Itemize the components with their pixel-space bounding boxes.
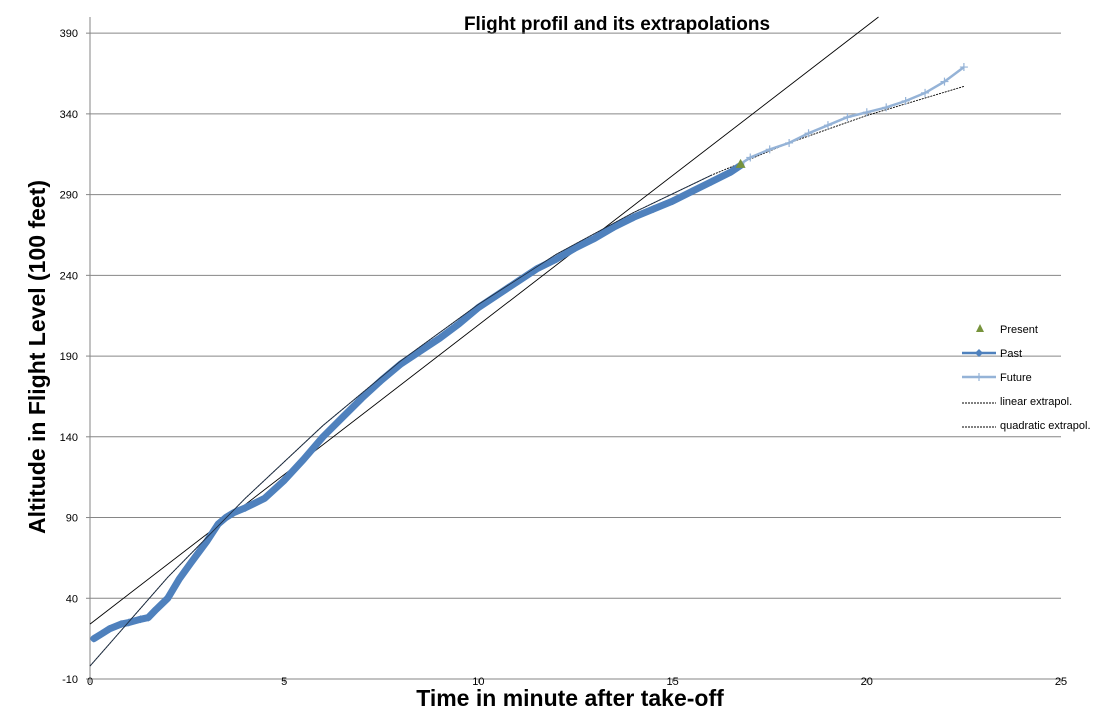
future-point xyxy=(921,88,930,97)
past-point xyxy=(726,168,735,177)
future-series-line xyxy=(739,66,965,165)
future-point xyxy=(746,153,755,162)
y-axis-title: Altitude in Flight Level (100 feet) xyxy=(24,180,50,534)
legend: Present Past Future linear extrapol. quadrat… xyxy=(962,324,1091,432)
future-point xyxy=(843,113,852,122)
past-point xyxy=(513,277,522,286)
past-point xyxy=(357,394,366,403)
legend-item: Present xyxy=(976,324,1038,336)
past-series-line xyxy=(90,162,745,643)
past-point xyxy=(117,620,126,629)
y-tick-label: 340 xyxy=(60,109,78,121)
legend-item: quadratic extrapol. xyxy=(962,420,1091,432)
past-point xyxy=(688,187,697,196)
past-point xyxy=(175,574,184,583)
past-point xyxy=(241,503,250,512)
past-point xyxy=(435,334,444,343)
quadratic-fit-overlay xyxy=(89,174,712,667)
y-tick-label: 290 xyxy=(60,190,78,202)
legend-present-marker xyxy=(976,324,984,332)
past-point xyxy=(532,264,541,273)
y-tick-label: 140 xyxy=(60,432,78,444)
series xyxy=(89,16,968,667)
legend-label: quadratic extrapol. xyxy=(1000,420,1091,432)
x-tick-label: 15 xyxy=(666,676,678,688)
past-point xyxy=(590,234,599,243)
legend-item: Past xyxy=(962,348,1022,360)
past-point xyxy=(163,594,172,603)
past-point xyxy=(152,605,161,614)
past-point xyxy=(89,634,98,643)
y-tick-label: 40 xyxy=(66,593,78,605)
y-tick-label: 190 xyxy=(60,351,78,363)
y-tick-label: 240 xyxy=(60,270,78,282)
past-point xyxy=(229,508,238,517)
past-point xyxy=(105,624,114,633)
tick-labels: -10 40 90 140 190 240 290 340 390 0 5 10 15 20 25 xyxy=(60,28,1067,688)
y-tick-label: -10 xyxy=(62,674,78,686)
future-point xyxy=(940,77,949,86)
axes xyxy=(86,17,1062,683)
future-point xyxy=(901,96,910,105)
past-point xyxy=(97,629,106,638)
chart-title: Flight profil and its extrapolations xyxy=(464,14,770,35)
future-point xyxy=(765,145,774,154)
past-point xyxy=(416,347,425,356)
x-tick-label: 20 xyxy=(861,676,873,688)
past-point xyxy=(629,213,638,222)
past-point xyxy=(338,413,347,422)
past-point xyxy=(649,205,658,214)
future-point xyxy=(785,138,794,147)
past-point xyxy=(299,455,308,464)
past-point xyxy=(454,319,463,328)
quadratic-extrapolation-line xyxy=(89,85,965,667)
x-tick-label: 0 xyxy=(87,676,93,688)
present-point xyxy=(735,158,746,168)
past-point xyxy=(214,519,223,528)
past-point xyxy=(571,243,580,252)
past-point xyxy=(319,432,328,441)
past-point xyxy=(144,613,153,622)
x-tick-label: 5 xyxy=(281,676,287,688)
past-point xyxy=(260,494,269,503)
future-point xyxy=(959,63,968,72)
x-tick-label: 10 xyxy=(472,676,484,688)
x-tick-label: 25 xyxy=(1055,676,1067,688)
x-axis-title: Time in minute after take-off xyxy=(416,685,724,709)
y-tick-label: 390 xyxy=(60,28,78,40)
past-point xyxy=(552,255,561,264)
legend-label: linear extrapol. xyxy=(1000,396,1072,408)
future-point xyxy=(823,121,832,130)
gridlines xyxy=(90,32,1061,599)
past-point xyxy=(707,177,716,186)
legend-future-marker xyxy=(975,373,983,381)
legend-label: Present xyxy=(1000,324,1038,336)
legend-item: linear extrapol. xyxy=(962,396,1072,408)
past-point xyxy=(136,615,145,624)
legend-label: Past xyxy=(1000,348,1022,360)
legend-item: Future xyxy=(962,372,1032,384)
past-point xyxy=(668,197,677,206)
y-tick-label: 90 xyxy=(66,513,78,525)
future-point xyxy=(804,129,813,138)
past-point xyxy=(186,558,195,567)
past-point xyxy=(280,476,289,485)
future-point xyxy=(882,103,891,112)
future-point xyxy=(862,108,871,117)
legend-label: Future xyxy=(1000,372,1032,384)
legend-past-marker xyxy=(975,349,983,357)
past-point xyxy=(610,222,619,231)
